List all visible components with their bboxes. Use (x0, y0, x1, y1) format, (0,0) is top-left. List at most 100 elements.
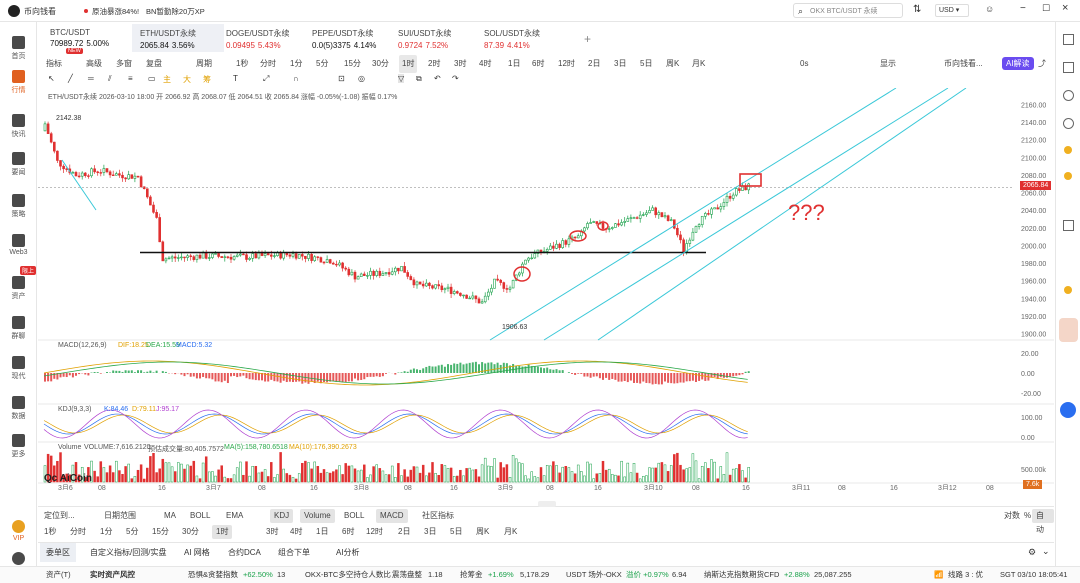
tab-ai-grid[interactable]: AI 网格 (184, 548, 210, 557)
row2-period-14[interactable]: 5日 (450, 527, 463, 536)
close-icon[interactable]: × (1062, 2, 1069, 14)
status-fear-greed[interactable]: 恐惧&贪婪指数 (188, 570, 239, 579)
status-longshort[interactable]: OKX-BTC多空持仓人数比 (305, 570, 391, 579)
sidebar-item-chat[interactable]: 群聊 (0, 316, 37, 341)
copy-icon[interactable]: ⧉ (416, 74, 422, 83)
row2-period-10[interactable]: 6时 (342, 527, 355, 536)
status-fund[interactable]: 抢筹金 (460, 570, 483, 579)
expand-handle[interactable] (538, 501, 556, 507)
period-6h[interactable]: 6时 (532, 59, 545, 68)
magnet-icon[interactable]: ∩ (293, 74, 299, 83)
row2-period-3[interactable]: 5分 (126, 527, 139, 536)
tab-contract-dca[interactable]: 合约DCA (228, 548, 261, 557)
period-1h[interactable]: 1时 (399, 55, 418, 73)
news-ticker-1[interactable]: 原油暴涨84%! (92, 7, 140, 16)
sidebar-item-vip[interactable]: VIP (0, 520, 37, 542)
advanced-button[interactable]: 高级 (86, 59, 102, 68)
user-menu[interactable]: 币向钱看... (944, 59, 983, 68)
row2-period-16[interactable]: 月K (504, 527, 518, 536)
currency-select[interactable]: USD ▾ (935, 4, 969, 17)
boll-sub-toggle[interactable]: BOLL (344, 511, 365, 520)
row2-period-6[interactable]: 1时 (212, 525, 233, 539)
row2-period-0[interactable]: 1秒 (44, 527, 57, 536)
chip-toggle[interactable]: 筹 (203, 75, 211, 84)
coin-dot-icon[interactable] (1064, 146, 1072, 154)
ma-toggle[interactable]: MA (164, 511, 176, 520)
ticker-pepe[interactable]: PEPE/USDT永续 0.0(5)3375 4.14% (312, 29, 377, 50)
community-indicator-button[interactable]: 社区指标 (422, 511, 454, 520)
period-button[interactable]: 周期 (196, 59, 212, 68)
sidebar-item-more[interactable]: 更多 (0, 434, 37, 459)
ticker-sol[interactable]: SOL/USDT永续 87.39 4.41% (484, 29, 541, 50)
hline-tool-icon[interactable]: ═ (88, 74, 94, 83)
app-name[interactable]: 币向钱看 (24, 7, 56, 16)
sidebar-item-flash[interactable]: 快讯 (0, 114, 37, 139)
text-tool-icon[interactable]: T (233, 74, 238, 83)
status-nasdaq[interactable]: 纳斯达克指数期货CFD (704, 570, 780, 579)
share-icon[interactable]: ⤴ (1038, 59, 1046, 68)
row2-period-1[interactable]: 分时 (70, 527, 86, 536)
tab-custom-indicator[interactable]: 自定义指标/回测/实盘 (90, 548, 167, 557)
tab-settings-icon[interactable]: ⚙ (1028, 547, 1037, 557)
main-chart-toggle[interactable]: 主 (163, 75, 171, 84)
period-12h[interactable]: 12时 (558, 59, 575, 68)
period-week[interactable]: 周K (666, 59, 680, 68)
period-5d[interactable]: 5日 (640, 59, 653, 68)
app-logo[interactable] (8, 5, 20, 17)
row2-period-15[interactable]: 周K (476, 527, 490, 536)
add-ticker-button[interactable]: + (584, 32, 592, 46)
row2-period-12[interactable]: 2日 (398, 527, 411, 536)
period-3h[interactable]: 3时 (454, 59, 467, 68)
cursor-icon[interactable]: ↖ (48, 74, 55, 83)
maximize-icon[interactable]: ☐ (1042, 3, 1051, 13)
assistant-icon[interactable] (1060, 402, 1076, 418)
macd-toggle[interactable]: MACD (376, 509, 408, 523)
sidebar-item-home[interactable]: 首页 (0, 36, 37, 61)
ema-toggle[interactable]: EMA (226, 511, 244, 520)
period-1m[interactable]: 1分 (290, 59, 303, 68)
large-order-toggle[interactable]: 大 (183, 75, 191, 84)
ticker-btc[interactable]: BTC/USDT 70989.72 5.00% (50, 28, 110, 48)
fib-tool-icon[interactable]: ≡ (128, 74, 133, 83)
multi-window-button[interactable]: 多窗 (116, 59, 132, 68)
period-1s[interactable]: 1秒 (236, 59, 249, 68)
redo-icon[interactable]: ↷ (452, 74, 459, 83)
ticker-doge[interactable]: DOGE/USDT永续 0.09495 5.43% (226, 29, 290, 50)
row2-period-7[interactable]: 3时 (266, 527, 279, 536)
swap-icon[interactable]: ⇅ (913, 4, 922, 15)
user-icon[interactable]: ☺ (985, 4, 995, 14)
period-3d[interactable]: 3日 (614, 59, 627, 68)
period-2h[interactable]: 2时 (428, 59, 441, 68)
sidebar-item-web3[interactable]: Web3 (0, 234, 37, 256)
period-1d[interactable]: 1日 (508, 59, 521, 68)
layout-icon[interactable] (1063, 34, 1074, 45)
price-chart[interactable]: 2160.00 2140.00 2120.00 2100.00 2080.00 2060.… (38, 88, 1054, 490)
lock-icon[interactable]: ⊡ (338, 74, 345, 83)
row2-period-4[interactable]: 15分 (152, 527, 169, 536)
status-connection[interactable]: 线路 3 : 优 (948, 570, 984, 579)
sidebar-item-assets[interactable]: 资产 (0, 276, 37, 301)
row2-period-13[interactable]: 3日 (424, 527, 437, 536)
chart-area[interactable]: ETH/USDT永续 2026-03-10 18:00 开 2066.92 高 … (38, 88, 1054, 490)
percent-toggle[interactable]: % (1024, 511, 1032, 520)
boll-toggle[interactable]: BOLL (190, 511, 211, 520)
auto-scale-toggle[interactable]: 自动 (1032, 509, 1054, 534)
status-assets[interactable]: 资产(T) (46, 570, 71, 579)
rect-tool-icon[interactable]: ▭ (148, 74, 156, 83)
measure-tool-icon[interactable]: ⤢ (263, 74, 270, 83)
period-5m[interactable]: 5分 (316, 59, 329, 68)
channel-tool-icon[interactable]: ⫽ (108, 74, 112, 83)
history-icon[interactable] (1063, 90, 1074, 101)
coin-dot-icon-2[interactable] (1064, 172, 1072, 180)
list-icon[interactable] (1063, 62, 1074, 73)
tab-collapse-icon[interactable]: ⌄ (1042, 546, 1050, 556)
row2-period-9[interactable]: 1日 (316, 527, 329, 536)
grid-view-icon[interactable] (1063, 220, 1074, 231)
sidebar-item-strategy[interactable]: 策略 (0, 194, 37, 219)
status-risk[interactable]: 实时资产风控 (90, 570, 135, 579)
row2-period-5[interactable]: 30分 (182, 527, 199, 536)
sidebar-item-market[interactable]: 行情 (0, 70, 37, 95)
period-timeshare[interactable]: 分时 (260, 59, 276, 68)
replay-button[interactable]: 复盘 (146, 59, 162, 68)
period-month[interactable]: 月K (692, 59, 706, 68)
